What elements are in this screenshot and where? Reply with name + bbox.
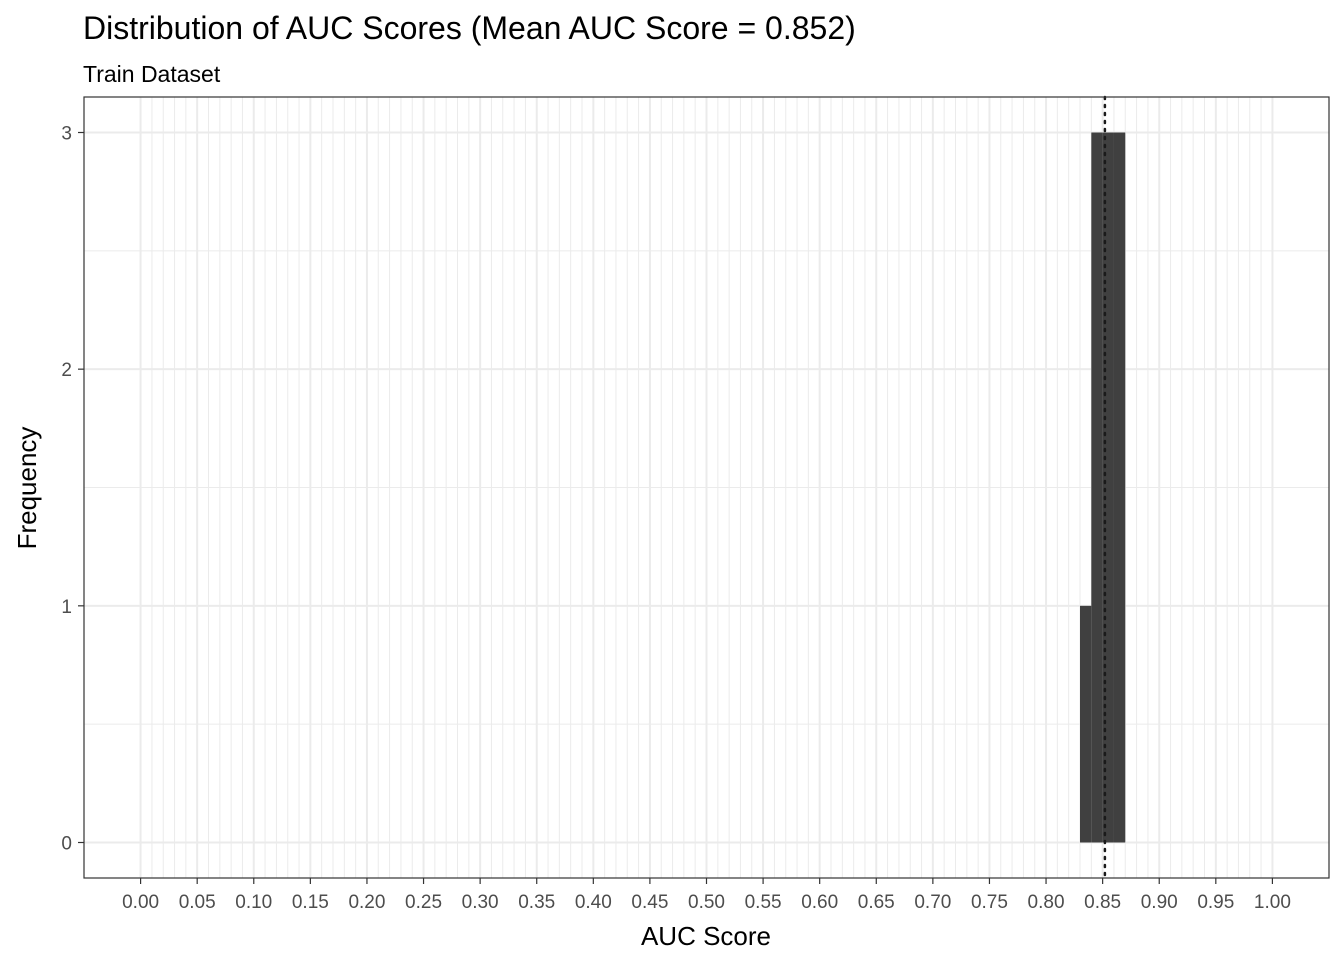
- minor-gridlines: [84, 97, 1329, 878]
- histogram-bar: [1113, 132, 1126, 843]
- x-tick-label: 0.70: [914, 892, 951, 913]
- histogram-bar: [1091, 132, 1103, 843]
- y-tick-label: 0: [61, 834, 72, 855]
- x-tick-label: 0.60: [801, 892, 838, 913]
- x-tick-label: 0.00: [122, 892, 159, 913]
- x-tick-label: 0.40: [575, 892, 612, 913]
- x-tick-label: 0.20: [348, 892, 385, 913]
- histogram-bar: [1102, 132, 1114, 843]
- x-tick-label: 1.00: [1254, 892, 1291, 913]
- x-tick-label: 0.35: [518, 892, 555, 913]
- x-tick-label: 0.30: [462, 892, 499, 913]
- x-tick-label: 0.80: [1028, 892, 1065, 913]
- histogram-bar: [1080, 605, 1092, 843]
- x-tick-label: 0.55: [745, 892, 782, 913]
- x-tick-label: 0.65: [858, 892, 895, 913]
- x-tick-label: 0.25: [405, 892, 442, 913]
- chart-subtitle: Train Dataset: [83, 61, 221, 87]
- x-tick-label: 0.10: [235, 892, 272, 913]
- x-tick-label: 0.05: [179, 892, 216, 913]
- y-tick-label: 3: [61, 124, 72, 145]
- y-axis-title: Frequency: [12, 427, 42, 550]
- chart-title: Distribution of AUC Scores (Mean AUC Sco…: [83, 10, 856, 46]
- x-axis-title: AUC Score: [641, 921, 771, 951]
- x-tick-label: 0.95: [1197, 892, 1234, 913]
- y-tick-label: 2: [61, 360, 72, 381]
- x-axis: 0.00 0.05 0.10 0.15 0.20 0.25 0.30 0.35 0.40 0.45…: [122, 878, 1291, 913]
- x-tick-label: 0.50: [688, 892, 725, 913]
- x-tick-label: 0.15: [292, 892, 329, 913]
- x-tick-label: 0.85: [1084, 892, 1121, 913]
- histogram-bars: [1080, 132, 1126, 843]
- x-tick-label: 0.45: [631, 892, 668, 913]
- y-axis: 0 1 2 3: [61, 124, 84, 855]
- x-tick-label: 0.75: [971, 892, 1008, 913]
- x-tick-label: 0.90: [1141, 892, 1178, 913]
- y-tick-label: 1: [61, 597, 72, 618]
